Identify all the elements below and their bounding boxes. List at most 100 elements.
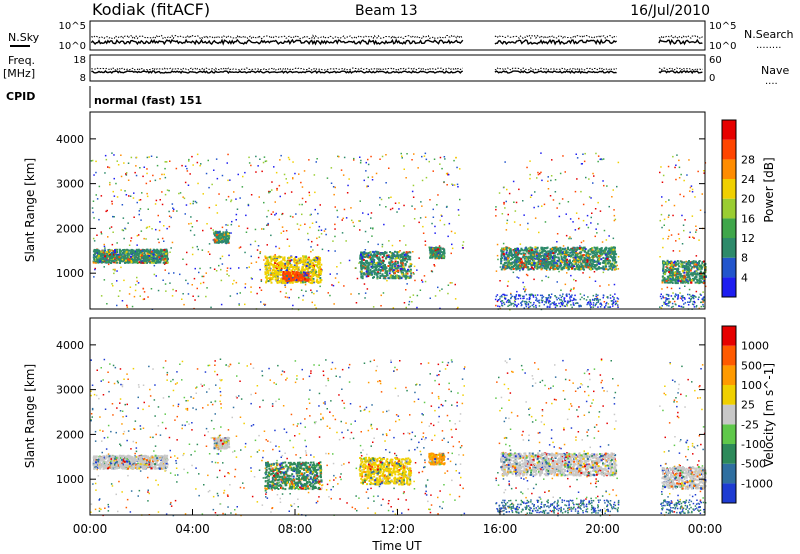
echo-region-cell — [154, 259, 157, 262]
echo-region-cell — [434, 255, 437, 258]
echo-region-cell — [384, 276, 387, 279]
echo-dot — [516, 276, 518, 278]
echo-dot — [235, 198, 237, 200]
echo-region-cell — [402, 266, 405, 269]
echo-region-cell — [384, 272, 387, 275]
echo-region-cell — [530, 264, 533, 267]
clutter-dot — [532, 294, 535, 297]
echo-region-cell — [277, 273, 280, 276]
echo-dot — [307, 232, 309, 235]
echo-region-cell — [433, 252, 436, 255]
echo-dot — [525, 273, 528, 276]
echo-dot — [112, 285, 114, 287]
echo-region-cell — [290, 265, 293, 268]
echo-region-cell — [146, 250, 149, 252]
echo-dot — [184, 181, 187, 184]
clutter-dot — [560, 302, 563, 304]
clutter-dot — [613, 297, 615, 299]
echo-region-cell — [309, 263, 311, 266]
echo-region-cell — [409, 275, 412, 278]
echo-region-cell — [385, 251, 388, 254]
echo-dot — [370, 155, 372, 158]
echo-dot — [659, 219, 661, 222]
echo-region-cell — [611, 249, 614, 252]
echo-region-cell — [273, 265, 276, 268]
echo-dot — [512, 271, 515, 274]
echo-dot — [188, 160, 190, 162]
echo-region-cell — [161, 254, 163, 257]
echo-dot — [172, 210, 175, 212]
echo-region-cell — [300, 271, 303, 274]
echo-dot — [366, 185, 368, 187]
echo-region-cell — [404, 277, 407, 280]
echo-region-cell — [104, 255, 106, 258]
echo-region-cell — [360, 270, 363, 273]
echo-region-cell — [270, 262, 272, 265]
echo-region-cell — [375, 250, 378, 253]
clutter-dot — [528, 297, 531, 299]
echo-dot — [447, 292, 449, 295]
clutter-dot — [548, 306, 550, 308]
clutter-dot — [605, 302, 607, 305]
echo-region-cell — [227, 235, 230, 238]
clutter-dot — [510, 293, 512, 296]
clutter-dot — [525, 300, 527, 303]
echo-dot — [659, 256, 661, 258]
echo-dot — [364, 292, 367, 294]
echo-dot — [662, 237, 664, 240]
echo-region-cell — [431, 252, 434, 255]
echo-region-cell — [216, 237, 219, 240]
echo-region-cell — [590, 262, 593, 265]
echo-dot — [230, 200, 232, 203]
echo-region-cell — [123, 256, 126, 259]
echo-region-cell — [401, 271, 404, 274]
echo-dot — [308, 159, 310, 161]
echo-dot — [185, 279, 187, 282]
echo-region-cell — [264, 268, 267, 271]
echo-region-cell — [286, 281, 289, 284]
echo-region-cell — [400, 270, 403, 273]
clutter-dot — [689, 298, 692, 301]
echo-region-cell — [534, 248, 537, 251]
echo-region-cell — [539, 255, 542, 258]
echo-region-cell — [564, 253, 566, 256]
echo-region-cell — [379, 272, 382, 275]
echo-dot — [245, 231, 248, 233]
echo-dot — [92, 200, 95, 202]
echo-region-cell — [300, 261, 303, 264]
echo-region-cell — [95, 260, 98, 263]
echo-dot — [536, 177, 538, 179]
echo-region-cell — [373, 251, 376, 254]
clutter-dot — [612, 302, 614, 304]
echo-dot — [547, 188, 550, 190]
echo-dot — [212, 229, 214, 231]
echo-region-cell — [565, 266, 568, 269]
clutter-dot — [599, 298, 601, 301]
echo-dot — [388, 240, 390, 242]
echo-region-cell — [315, 279, 318, 282]
echo-region-cell — [276, 277, 279, 280]
echo-region-cell — [408, 255, 410, 258]
echo-region-cell — [391, 261, 394, 263]
echo-dot — [665, 266, 667, 268]
clutter-dot — [555, 303, 557, 305]
echo-region-cell — [224, 236, 227, 239]
echo-dot — [112, 215, 114, 218]
echo-dot — [533, 206, 535, 209]
echo-dot — [220, 268, 222, 271]
echo-dot — [208, 243, 211, 245]
echo-region-cell — [359, 257, 362, 260]
echo-dot — [523, 214, 525, 216]
echo-dot — [302, 299, 304, 301]
echo-dot — [400, 152, 402, 155]
echo-region-cell — [309, 265, 312, 268]
echo-region-cell — [537, 253, 540, 256]
echo-region-cell — [148, 259, 150, 261]
echo-dot — [599, 256, 601, 259]
echo-dot — [113, 272, 115, 275]
echo-dot — [663, 297, 665, 299]
echo-dot — [259, 252, 261, 255]
echo-dot — [168, 215, 171, 217]
echo-dot — [522, 200, 524, 202]
echo-region-cell — [365, 270, 368, 273]
